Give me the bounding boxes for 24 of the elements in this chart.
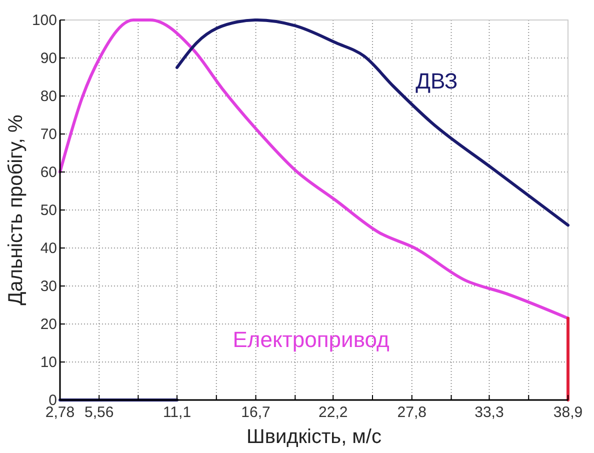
- y-tick-label: 50: [40, 202, 57, 219]
- line-series: [176, 18, 570, 227]
- x-tick-label: 22,2: [318, 404, 348, 421]
- y-tick-label: 80: [40, 88, 57, 105]
- x-tick-label: 33,3: [474, 404, 504, 421]
- x-tick-label: 2,78: [45, 404, 75, 421]
- y-tick-label: 30: [40, 278, 57, 295]
- y-tick-label: 100: [32, 12, 57, 29]
- text: Електропривод: [232, 326, 390, 352]
- y-tick-label: 70: [40, 126, 57, 143]
- y-tick-label: 10: [40, 354, 57, 371]
- line-series: [58, 18, 570, 320]
- y-tick-label: 90: [40, 50, 57, 67]
- x-axis-title: Швидкість, м/с: [246, 426, 382, 448]
- series-label: ДВЗ: [416, 68, 458, 94]
- y-tick-label: 40: [40, 240, 57, 257]
- y-axis-title: Дальність пробігу, %: [5, 114, 27, 306]
- x-tick-label: 5,56: [84, 404, 114, 421]
- x-tick-label: 11,1: [162, 404, 192, 421]
- x-tick-label: 38,9: [553, 404, 583, 421]
- x-tick-label: 16,7: [241, 404, 270, 421]
- y-tick-label: 20: [40, 316, 57, 333]
- x-tick-label: 27,8: [397, 404, 426, 421]
- y-tick-label: 60: [40, 164, 57, 181]
